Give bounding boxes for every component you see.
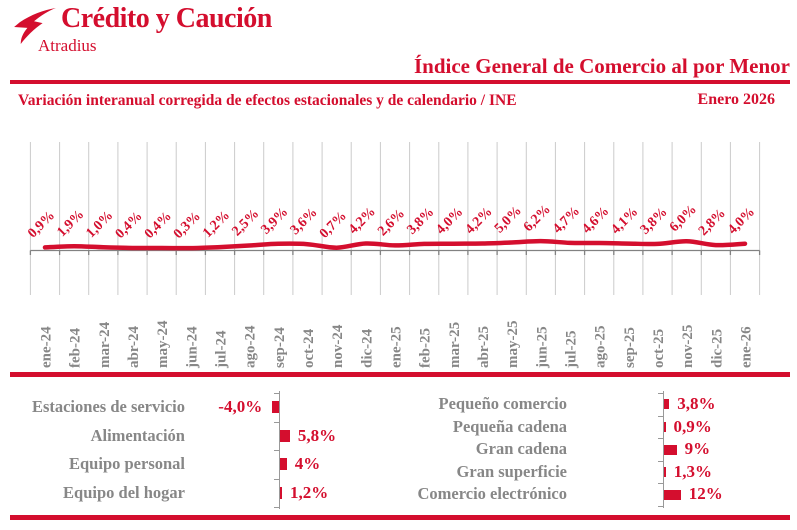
baseline-tick [274, 507, 279, 508]
category-label: Pequeña cadena [452, 416, 567, 436]
category-label: Equipo del hogar [63, 482, 185, 502]
period-label: Enero 2026 [697, 91, 775, 108]
brand-subname: Atradius [38, 36, 97, 55]
category-label: Equipo personal [69, 454, 185, 473]
baseline-tick [274, 478, 279, 480]
x-axis-label: ago-25 [593, 326, 609, 369]
category-value: 9% [684, 439, 711, 459]
x-axis-label: oct-24 [301, 328, 317, 368]
category-bar [280, 486, 282, 499]
x-axis-label: ene-24 [39, 326, 55, 368]
x-axis-label: jul-25 [564, 331, 580, 370]
category-value: 0,9% [673, 416, 712, 436]
category-bar [664, 399, 670, 410]
category-value: 3,8% [677, 394, 716, 413]
category-value: 12% [688, 484, 723, 504]
category-bar [280, 458, 287, 471]
baseline-tick [658, 415, 663, 417]
x-axis-label: abr-24 [126, 326, 142, 368]
category-value: 1,2% [290, 482, 329, 502]
category-value: -4,0% [218, 397, 263, 416]
x-axis-label: feb-25 [418, 328, 434, 368]
category-value: 5,8% [297, 425, 337, 445]
category-label: Gran cadena [475, 439, 567, 459]
x-axis-label: dic-24 [359, 328, 375, 368]
x-axis-label: ene-25 [389, 326, 405, 368]
title-divider [10, 80, 790, 84]
baseline-tick [274, 450, 279, 451]
section-divider [10, 372, 790, 377]
category-label: Estaciones de servicio [31, 397, 185, 416]
category-bar [280, 429, 290, 442]
chart-subtitle: Variación interanual corregida de efecto… [18, 92, 517, 109]
category-bar [664, 489, 681, 500]
x-axis-label: jun-25 [534, 326, 550, 369]
baseline-tick [274, 421, 279, 423]
baseline-tick [658, 438, 663, 440]
x-axis-label: nov-24 [330, 324, 346, 368]
breakdown-right-column: Pequeño comercio 3,8% Pequeña cadena 0,9% Gr… [400, 388, 794, 512]
baseline-tick [274, 393, 279, 394]
category-bar [664, 444, 677, 455]
x-axis-label: mar-24 [97, 321, 113, 368]
baseline [663, 391, 664, 508]
trend-line [42, 238, 748, 251]
x-axis-label: mar-25 [447, 322, 463, 368]
x-axis-label: sep-25 [622, 327, 638, 368]
x-axis-label: jul-24 [214, 330, 230, 369]
category-value: 4% [294, 454, 321, 473]
x-axis-label: may-24 [155, 320, 171, 368]
x-axis-label: nov-25 [680, 325, 696, 368]
category-bar [272, 401, 279, 414]
x-axis-label: feb-24 [68, 328, 84, 368]
bird-logo-icon [14, 7, 56, 45]
category-label: Gran superficie [456, 461, 567, 481]
x-axis-label: oct-25 [651, 329, 667, 368]
category-value: 1,3% [673, 461, 713, 481]
baseline-tick [658, 483, 663, 485]
x-axis-label: dic-25 [709, 329, 725, 368]
x-axis-label: may-25 [505, 321, 521, 369]
category-label: Comercio electrónico [417, 484, 568, 504]
x-axis-label: ene-26 [739, 326, 755, 368]
x-axis-label: abr-25 [476, 326, 492, 368]
brand-wordmark: Crédito y Caución [61, 3, 272, 34]
category-bar [664, 467, 666, 478]
category-label: Alimentación [90, 425, 185, 445]
trend-line-chart: 0,9%ene-241,9%feb-241,0%mar-240,4%abr-24… [25, 142, 761, 370]
baseline-tick [658, 460, 663, 462]
x-axis-label: ago-24 [243, 325, 259, 368]
x-axis-label: jun-24 [184, 326, 200, 369]
baseline-tick [658, 393, 663, 394]
bottom-divider [10, 515, 790, 520]
page-title: Índice General de Comercio al por Menor [414, 54, 790, 78]
category-label: Pequeño comercio [438, 394, 567, 413]
baseline-tick [658, 506, 663, 507]
baseline [279, 391, 280, 509]
x-axis-label: sep-24 [272, 327, 288, 368]
category-bar [664, 421, 666, 432]
breakdown-left-column: Estaciones de servicio -4,0% Alimentación 5… [14, 388, 396, 512]
